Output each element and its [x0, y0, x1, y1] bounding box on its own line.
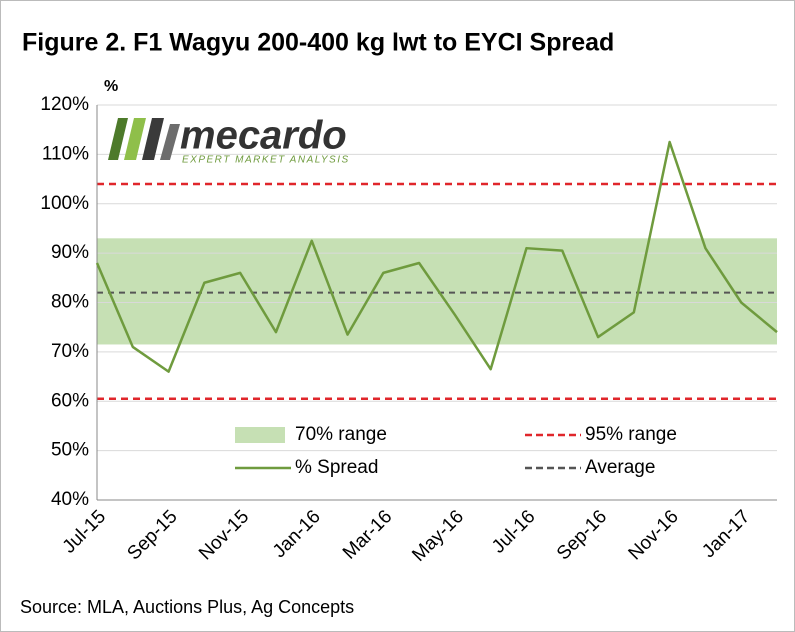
- y-tick-label: 60%: [51, 390, 89, 411]
- legend-label: % Spread: [295, 457, 378, 478]
- legend-swatch: [235, 427, 285, 443]
- logo-tagline: EXPERT MARKET ANALYSIS: [182, 155, 350, 166]
- y-tick-label: 100%: [40, 193, 89, 214]
- logo: mecardo EXPERT MARKET ANALYSIS: [108, 114, 350, 166]
- logo-bar: [142, 118, 164, 160]
- y-tick-label: 50%: [51, 440, 89, 461]
- y-tick-label: 80%: [51, 292, 89, 313]
- y-tick-label: 40%: [51, 489, 89, 510]
- logo-name: mecardo: [180, 114, 347, 158]
- spread-line: [95, 140, 778, 373]
- y-tick-label: 120%: [40, 94, 89, 115]
- chart-title: Figure 2. F1 Wagyu 200-400 kg lwt to EYC…: [22, 29, 614, 57]
- y-axis-label: %: [104, 78, 118, 95]
- y-tick-label: 90%: [51, 242, 89, 263]
- range-70-band: [97, 238, 777, 345]
- logo-bar: [124, 118, 146, 160]
- logo-bar: [160, 124, 180, 160]
- y-tick-label: 70%: [51, 341, 89, 362]
- source: Source: MLA, Auctions Plus, Ag Concepts: [20, 597, 354, 617]
- logo-bar: [108, 118, 128, 160]
- legend-label: 95% range: [585, 424, 677, 445]
- legend-label: 70% range: [295, 424, 387, 445]
- y-tick-label: 110%: [42, 143, 89, 164]
- legend-label: Average: [585, 457, 655, 478]
